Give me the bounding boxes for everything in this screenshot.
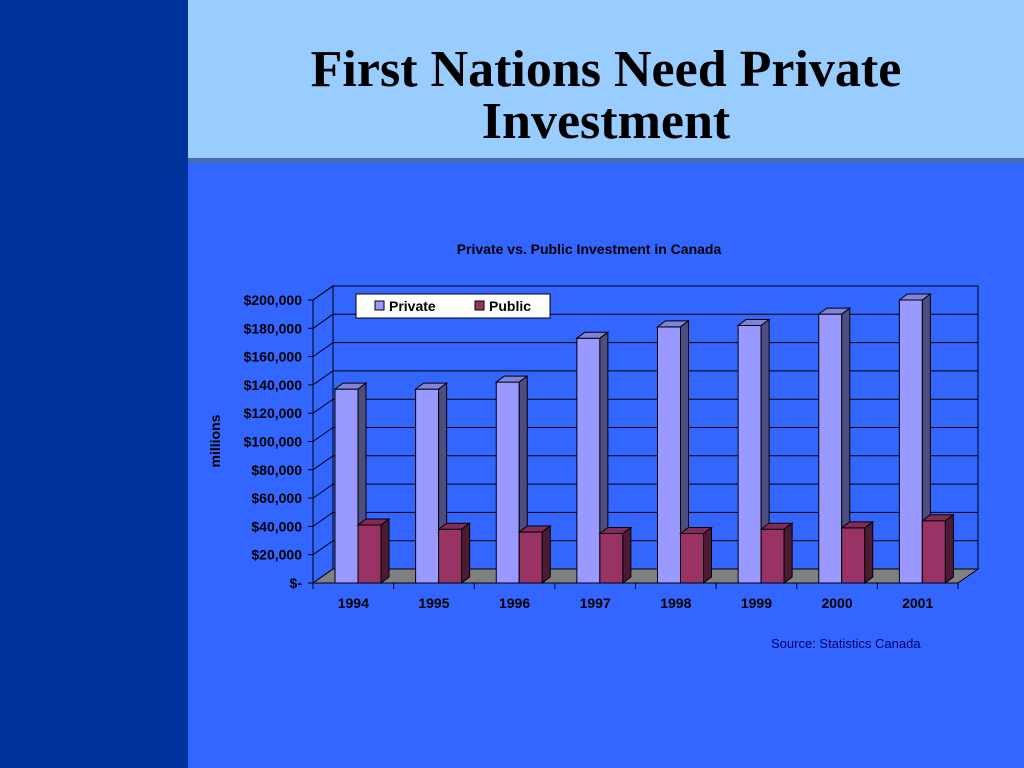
- legend-box: [355, 293, 551, 319]
- x-tick-label: 1996: [499, 595, 530, 611]
- y-tick-label: $20,000: [251, 547, 302, 563]
- legend-swatch-public: [474, 300, 485, 311]
- x-tick-label: 1998: [660, 595, 691, 611]
- x-tick-label: 2000: [821, 595, 852, 611]
- source-note: Source: Statistics Canada: [771, 636, 921, 651]
- bar-private-1998: [656, 319, 690, 584]
- gridline: [312, 313, 978, 329]
- sidebar-panel: [0, 0, 188, 768]
- bar-public-1997: [598, 526, 633, 584]
- bar-private-2000: [817, 307, 852, 584]
- y-tick-label: $100,000: [244, 434, 303, 450]
- y-axis-label: millions: [207, 414, 223, 467]
- y-tick-label: $40,000: [251, 518, 302, 534]
- bar-public-1994: [356, 517, 391, 584]
- bar-private-2001: [897, 293, 932, 584]
- legend: Private Public: [355, 293, 551, 319]
- x-axis: 1994 1995 1996 1997 1998 1999 2000 2001: [312, 582, 959, 611]
- y-tick-label: $60,000: [251, 490, 302, 506]
- x-tick-label: 1999: [741, 595, 772, 611]
- bar-private-1997: [575, 331, 610, 584]
- bar-public-1996: [517, 525, 552, 584]
- y-axis: $- $20,000 $40,000 $60,000 $80,000 $100,000 $1…: [244, 292, 314, 591]
- y-tick-label: $140,000: [244, 377, 303, 393]
- legend-label-private: Private: [389, 298, 436, 314]
- bar-private-1999: [736, 318, 771, 584]
- title-bar: First Nations Need Private Investment: [188, 0, 1024, 162]
- y-tick-label: $120,000: [244, 405, 303, 421]
- x-tick-label: 1997: [580, 595, 611, 611]
- bar-public-2001: [920, 513, 955, 584]
- y-tick-label: $160,000: [244, 349, 303, 365]
- y-tick-label: $200,000: [244, 292, 303, 308]
- chart-title: Private vs. Public Investment in Canada: [457, 241, 722, 257]
- bar-public-1998: [679, 526, 713, 584]
- x-tick-label: 2001: [902, 595, 933, 611]
- chart-bars: [333, 293, 955, 584]
- gridline: [312, 285, 978, 301]
- chart-walls: [311, 285, 980, 584]
- slide-title-line-1: First Nations Need Private: [310, 41, 902, 98]
- y-tick-label: $180,000: [244, 320, 303, 336]
- x-tick-label: 1995: [418, 595, 449, 611]
- chart-floor: [311, 568, 980, 584]
- x-tick-label: 1994: [338, 595, 369, 611]
- bar-public-1995: [437, 522, 472, 584]
- legend-label-public: Public: [489, 298, 531, 314]
- y-tick-label: $-: [290, 575, 303, 591]
- slide-title: First Nations Need Private Investment: [188, 44, 1024, 148]
- slide-title-line-2: Investment: [481, 93, 731, 150]
- bar-public-1999: [759, 522, 794, 584]
- bar-public-2000: [840, 520, 875, 584]
- legend-swatch-private: [374, 300, 385, 311]
- y-tick-label: $80,000: [251, 462, 302, 478]
